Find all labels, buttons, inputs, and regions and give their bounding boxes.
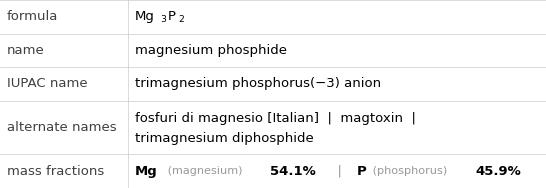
Text: P: P [168, 10, 176, 23]
Text: 2: 2 [179, 15, 185, 24]
Text: 54.1%: 54.1% [270, 165, 316, 178]
Text: (magnesium): (magnesium) [164, 166, 246, 176]
Text: IUPAC name: IUPAC name [7, 77, 87, 90]
Text: 45.9%: 45.9% [475, 165, 521, 178]
Text: trimagnesium diphosphide: trimagnesium diphosphide [135, 132, 313, 145]
Text: (phosphorus): (phosphorus) [370, 166, 451, 176]
Text: mass fractions: mass fractions [7, 165, 104, 178]
Text: name: name [7, 44, 44, 57]
Text: Mg: Mg [135, 10, 155, 23]
Text: |: | [329, 165, 351, 178]
Text: P: P [357, 165, 366, 178]
Text: magnesium phosphide: magnesium phosphide [135, 44, 287, 57]
Text: formula: formula [7, 10, 58, 23]
Text: 3: 3 [161, 15, 167, 24]
Text: fosfuri di magnesio [Italian]  |  magtoxin  |: fosfuri di magnesio [Italian] | magtoxin… [135, 112, 416, 125]
Text: alternate names: alternate names [7, 121, 116, 134]
Text: trimagnesium phosphorus(−3) anion: trimagnesium phosphorus(−3) anion [135, 77, 381, 90]
Text: Mg: Mg [135, 165, 158, 178]
